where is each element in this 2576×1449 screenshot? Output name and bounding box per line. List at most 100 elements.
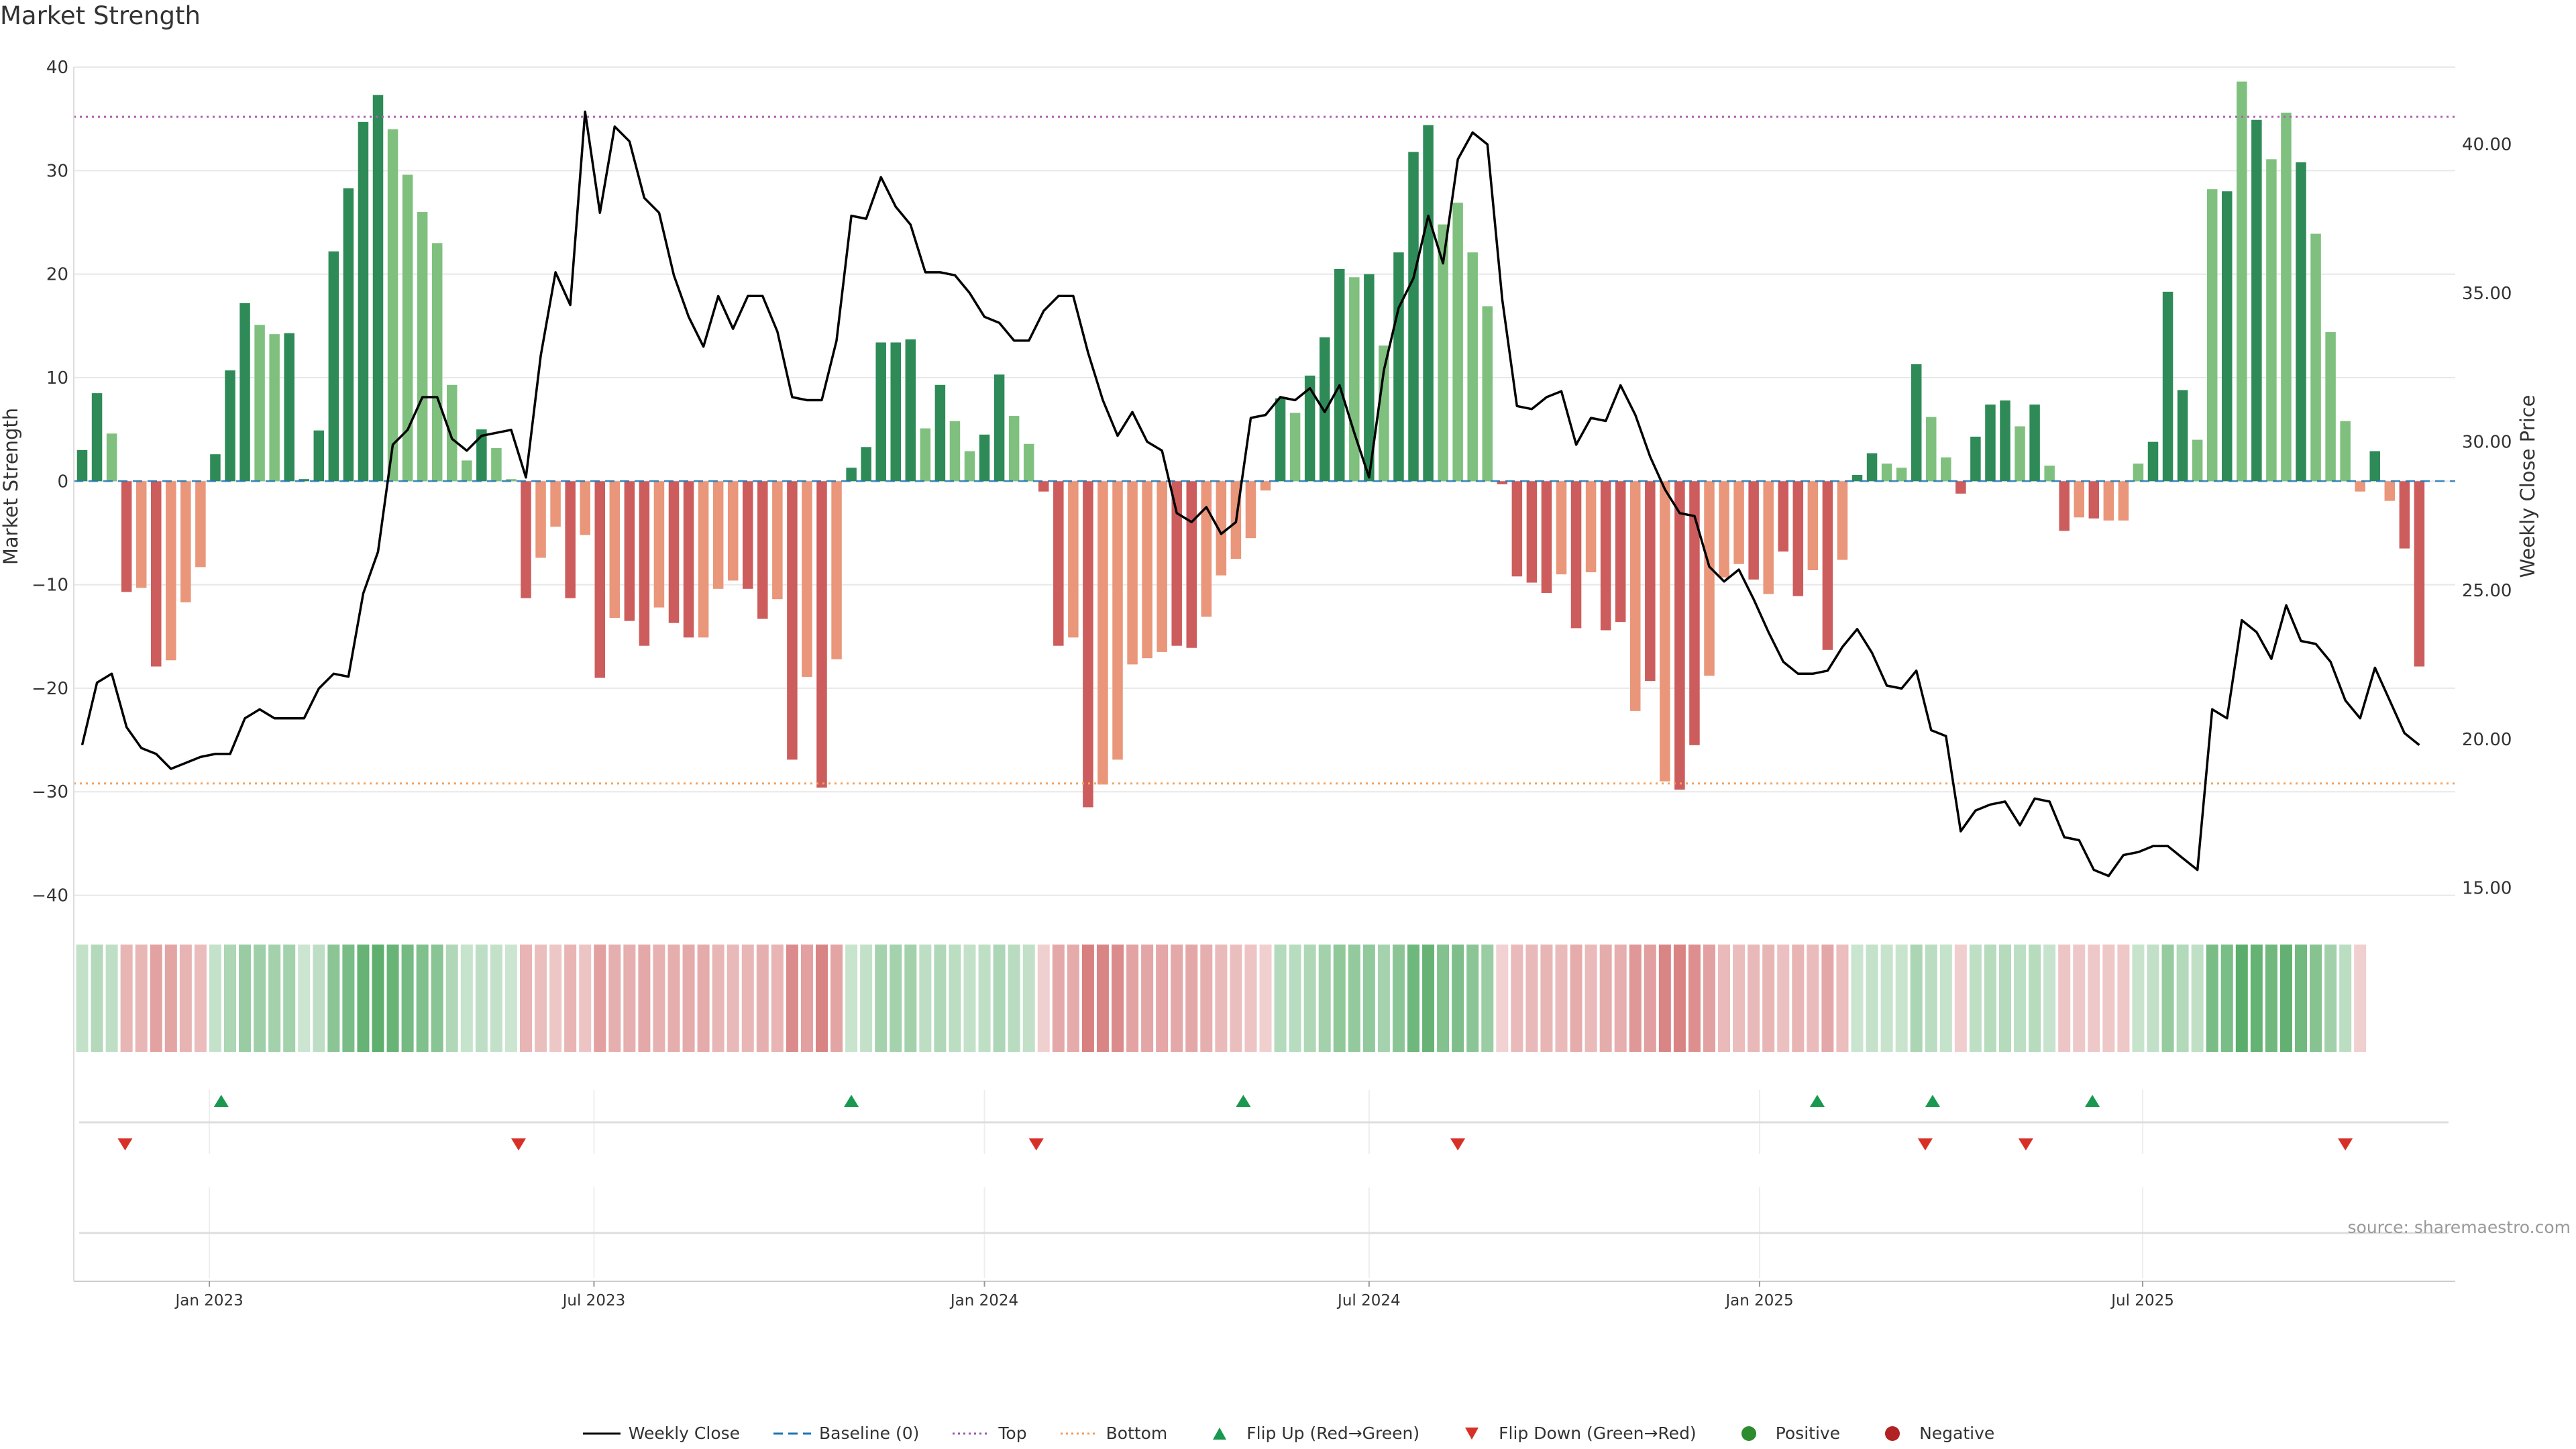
heat-cell [76, 945, 89, 1052]
strength-bar [2369, 451, 2380, 482]
heat-cell [386, 945, 399, 1052]
strength-bar [535, 481, 546, 558]
heat-cell [1244, 945, 1257, 1052]
heat-cell [298, 945, 311, 1052]
heat-cell [1496, 945, 1509, 1052]
heat-cell [2324, 945, 2337, 1052]
heat-cell [416, 945, 429, 1052]
strength-bar [1423, 125, 1434, 482]
strength-bar [166, 481, 176, 661]
legend-item[interactable]: Flip Down (Green→Red) [1452, 1424, 1697, 1443]
heat-cell [2014, 945, 2027, 1052]
strength-bar [580, 481, 590, 535]
y-tick-label: 0 [57, 472, 68, 492]
strength-bar [2118, 481, 2129, 521]
heat-cell [919, 945, 932, 1052]
strength-bar [934, 384, 946, 482]
heat-cell [2220, 945, 2233, 1052]
heat-cell [978, 945, 991, 1052]
strength-bar [1068, 481, 1079, 638]
strength-bar [1600, 481, 1611, 631]
heat-cell [1925, 945, 1937, 1052]
strength-bar [2015, 426, 2025, 482]
strength-bar [624, 481, 635, 621]
strength-bar [1660, 481, 1670, 782]
heat-cell [1939, 945, 1952, 1052]
heat-cell [1141, 945, 1154, 1052]
strength-bar [1896, 468, 1907, 482]
flip-down-marker [511, 1138, 526, 1150]
flip-down-marker [117, 1138, 133, 1150]
heat-cell [209, 945, 221, 1052]
heat-cell [1688, 945, 1701, 1052]
strength-bar [1526, 481, 1538, 583]
heat-cell [120, 945, 133, 1052]
heat-cell [194, 945, 207, 1052]
heat-cell [1274, 945, 1287, 1052]
strength-bar [1570, 481, 1582, 629]
heat-cell [520, 945, 532, 1052]
legend-item[interactable]: Top [951, 1424, 1027, 1443]
heat-cell [179, 945, 192, 1052]
strength-bar [668, 481, 680, 623]
heat-cell [2043, 945, 2056, 1052]
legend-item[interactable]: Negative [1872, 1424, 1994, 1443]
heat-cell [2339, 945, 2352, 1052]
strength-bar [284, 333, 294, 482]
strength-bar [565, 481, 576, 598]
legend-item[interactable]: Baseline (0) [772, 1424, 919, 1443]
x-tick-label: Jan 2023 [174, 1292, 243, 1309]
heat-cell [224, 945, 236, 1052]
heat-cell [460, 945, 473, 1052]
legend-item[interactable]: Weekly Close [582, 1424, 740, 1443]
heat-cell [1511, 945, 1523, 1052]
flip-up-marker [213, 1095, 229, 1107]
strength-bar [1881, 464, 1892, 482]
strength-bar [1674, 481, 1685, 790]
strength-bar [1112, 481, 1123, 760]
heat-cell [327, 945, 340, 1052]
heat-cell [1954, 945, 1967, 1052]
strength-bar [1689, 481, 1700, 745]
y2-axis-label: Weekly Close Price [2516, 395, 2539, 578]
strength-bar [994, 374, 1005, 482]
strength-bar [1171, 481, 1182, 646]
heat-cell [2250, 945, 2263, 1052]
heat-cell [1096, 945, 1109, 1052]
y-tick-label: −30 [32, 782, 68, 802]
heat-cell [1022, 945, 1035, 1052]
strength-bar [1364, 274, 1375, 482]
heat-cell [875, 945, 888, 1052]
heat-cell [2235, 945, 2248, 1052]
strength-bar [76, 449, 88, 482]
strength-bar [343, 188, 354, 482]
heat-cell [1407, 945, 1419, 1052]
legend: Weekly Close Baseline (0) Top Bottom Flip Up… [0, 1424, 2576, 1443]
heat-cell [2354, 945, 2367, 1052]
legend-label: Flip Down (Green→Red) [1499, 1424, 1697, 1443]
strength-bar [1097, 481, 1108, 785]
heat-cell [490, 945, 502, 1052]
heat-cell [1836, 945, 1849, 1052]
legend-item[interactable]: Flip Up (Red→Green) [1199, 1424, 1419, 1443]
legend-item[interactable]: Positive [1729, 1424, 1840, 1443]
strength-bar [491, 447, 502, 482]
strength-bar [890, 342, 901, 482]
strength-bar [683, 481, 694, 638]
strength-bar [506, 479, 517, 482]
heat-cell [1392, 945, 1405, 1052]
strength-bar [1467, 252, 1478, 482]
strength-bar [1970, 436, 1981, 482]
x-tick-label: Jan 2025 [1724, 1292, 1793, 1309]
heat-cell [682, 945, 695, 1052]
heat-cell [949, 945, 961, 1052]
heat-cell [1422, 945, 1435, 1052]
strength-bar [1142, 481, 1152, 659]
strength-bar [2399, 481, 2410, 549]
strength-bar [1985, 405, 1996, 482]
strength-bar [1482, 306, 1493, 482]
legend-item[interactable]: Bottom [1059, 1424, 1167, 1443]
heat-cell [1052, 945, 1065, 1052]
strength-bar [1822, 481, 1833, 650]
